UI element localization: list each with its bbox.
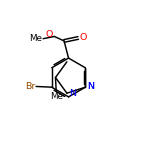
Text: O: O xyxy=(80,33,87,42)
Text: Me: Me xyxy=(50,92,63,101)
Text: Br: Br xyxy=(25,82,35,91)
Text: N: N xyxy=(87,82,94,91)
Text: O: O xyxy=(46,30,53,39)
Text: N: N xyxy=(87,82,94,91)
Text: Me: Me xyxy=(29,34,42,43)
Text: N: N xyxy=(69,89,76,98)
